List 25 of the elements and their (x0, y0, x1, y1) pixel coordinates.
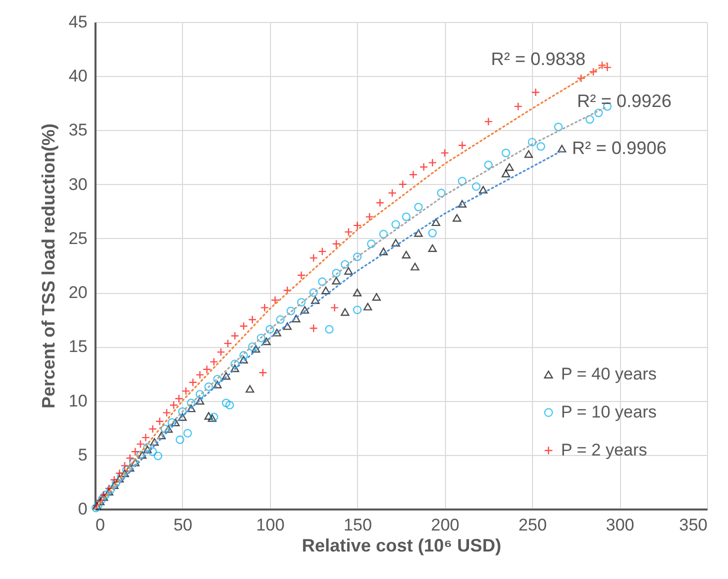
annotation: R² = 0.9838 (491, 49, 586, 69)
annotation: R² = 0.9906 (572, 138, 667, 158)
x-axis-title: Relative cost (10⁶ USD) (302, 536, 502, 556)
x-tick-label: 300 (606, 516, 634, 534)
y-tick-label: 40 (68, 66, 88, 86)
legend-label: P = 2 years (561, 440, 648, 460)
y-tick-label: 25 (68, 228, 88, 248)
y-tick-label: 5 (78, 445, 88, 464)
x-tick-label: 250 (518, 516, 547, 534)
y-tick-label: 30 (68, 174, 88, 194)
y-tick-label: 35 (68, 120, 88, 140)
x-tick-label: 200 (431, 516, 460, 534)
x-tick-label: 50 (173, 516, 192, 534)
y-axis-title: Percent of TSS load reduction(%) (38, 123, 59, 409)
x-tick-label: 100 (256, 516, 285, 534)
x-tick-label: 0 (96, 516, 105, 534)
legend-label: P = 40 years (561, 364, 657, 384)
legend-label: P = 10 years (561, 402, 657, 422)
x-tick-label: 350 (679, 516, 708, 534)
x-tick-label: 150 (344, 516, 372, 534)
y-tick-label: 0 (78, 500, 88, 518)
y-tick-label: 15 (68, 337, 88, 356)
y-tick-label: 20 (68, 283, 88, 302)
y-tick-label: 10 (68, 391, 88, 410)
y-tick-label: 45 (68, 12, 88, 32)
